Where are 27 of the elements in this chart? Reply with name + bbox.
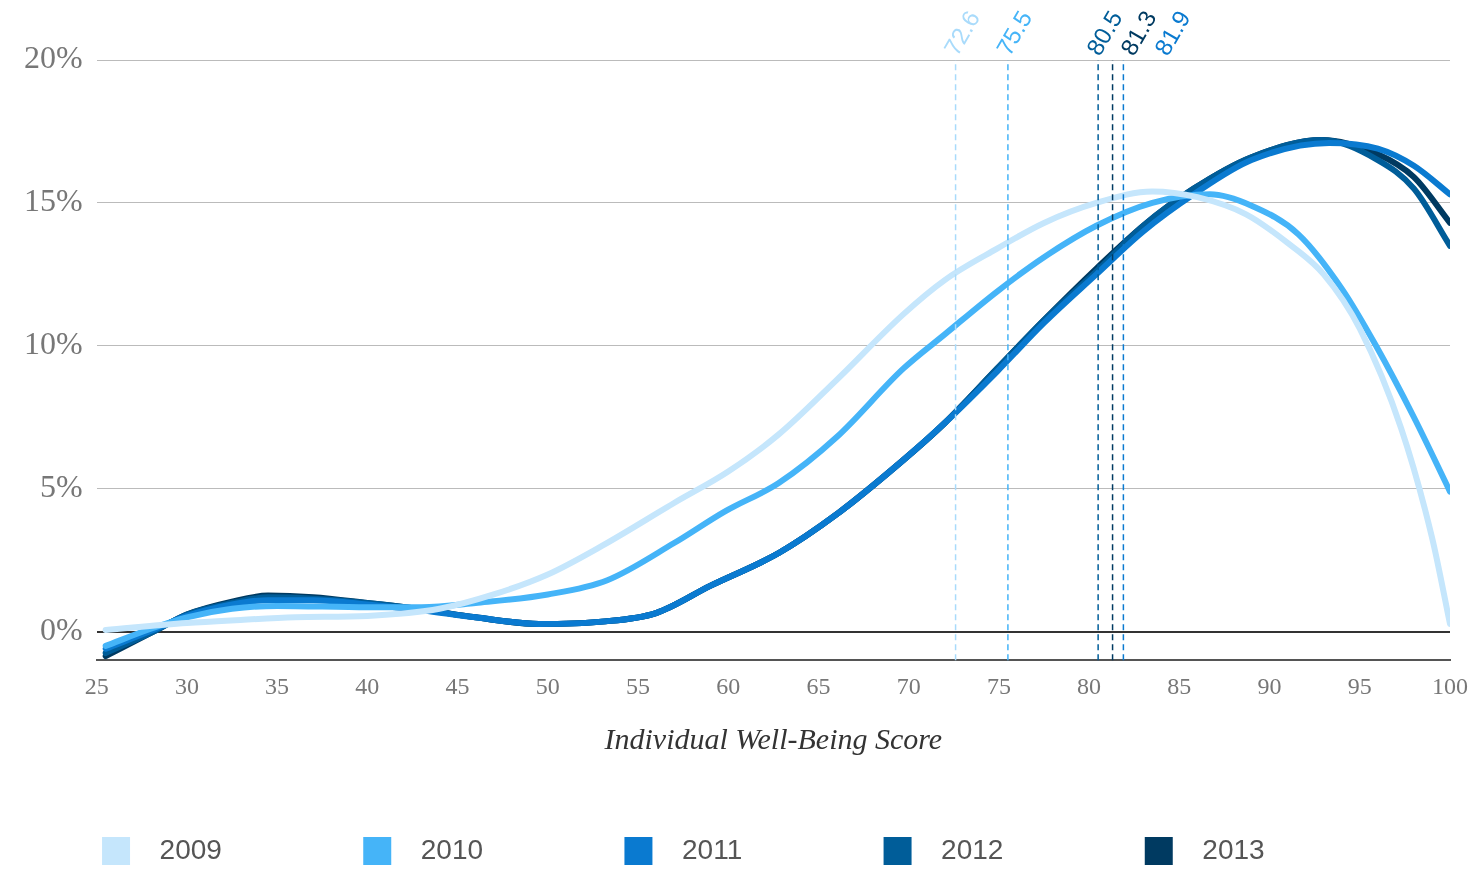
x-axis-title: Individual Well-Being Score — [603, 721, 943, 755]
y-tick-label: 20% — [24, 39, 83, 76]
x-tick-label: 70 — [896, 672, 921, 699]
legend-label: 2013 — [1186, 833, 1358, 865]
y-tick-label: 15% — [24, 182, 83, 219]
x-tick-label: 55 — [625, 672, 650, 699]
x-tick-label: 85 — [1167, 672, 1192, 699]
x-tick-label: 95 — [1347, 672, 1372, 699]
x-tick-label: 40 — [355, 672, 380, 699]
x-tick-label: 80 — [1077, 672, 1102, 699]
x-tick-label: 90 — [1257, 672, 1282, 699]
x-tick-label: 65 — [806, 672, 831, 699]
x-tick-label: 100 — [1432, 672, 1468, 699]
legend-label: 2010 — [405, 833, 577, 865]
x-tick-label: 60 — [716, 672, 741, 699]
x-tick-label: 30 — [174, 672, 199, 699]
legend-label: 2011 — [666, 833, 836, 865]
x-tick-label: 35 — [265, 672, 290, 699]
y-tick-label: 0% — [40, 611, 83, 648]
legend-label: 2009 — [144, 833, 316, 865]
x-tick-label: 45 — [445, 672, 470, 699]
x-tick-label: 75 — [986, 672, 1011, 699]
legend-label: 2012 — [925, 833, 1097, 865]
y-tick-label: 5% — [40, 468, 83, 505]
y-tick-label: 10% — [24, 325, 83, 362]
x-tick-label: 50 — [535, 672, 560, 699]
x-tick-label: 25 — [84, 672, 109, 699]
